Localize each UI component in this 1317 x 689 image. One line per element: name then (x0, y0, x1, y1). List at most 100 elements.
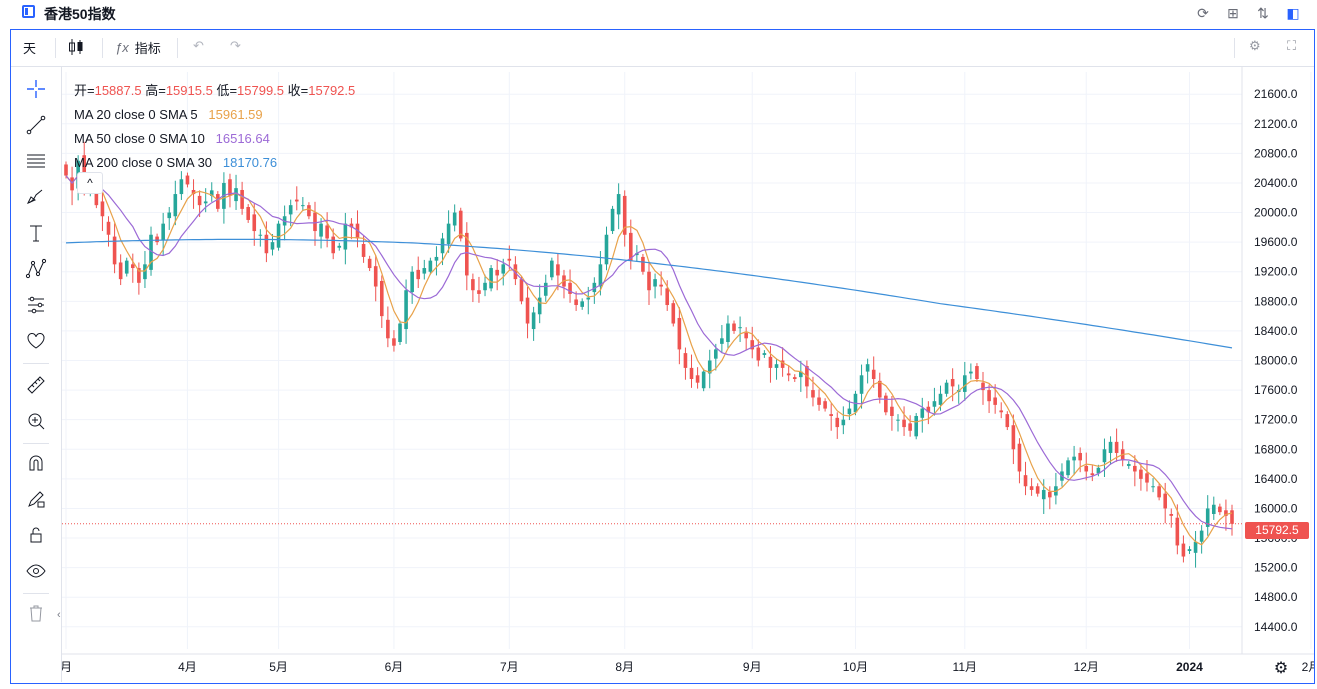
candle-body (653, 279, 657, 287)
ma200-legend[interactable]: MA 200 close 0 SMA 30 18170.76 (74, 155, 278, 170)
y-tick-label: 21600.0 (1254, 87, 1298, 101)
y-tick-label: 14800.0 (1254, 590, 1298, 604)
magnet-icon (29, 455, 43, 471)
panel-toggle-icon[interactable]: ◧ (1286, 4, 1300, 21)
forecast-icon (28, 296, 44, 314)
favorites-tool[interactable] (24, 329, 48, 353)
y-tick-label: 16400.0 (1254, 472, 1298, 486)
ma50-legend[interactable]: MA 50 close 0 SMA 10 16516.64 (74, 131, 270, 146)
stay-drawing-tool[interactable] (24, 487, 48, 511)
fullscreen-button[interactable]: ⛶ (1287, 38, 1296, 54)
magnet-tool[interactable] (24, 451, 48, 475)
candle-body (1224, 510, 1228, 516)
ruler-tool[interactable] (24, 373, 48, 397)
candle-body (191, 189, 196, 195)
indicators-button[interactable]: ƒx 指标 (115, 38, 161, 57)
candle-body (738, 327, 742, 329)
zoom-in-icon (28, 413, 45, 430)
candle-body (635, 253, 639, 256)
settings-button[interactable]: ⚙ (1249, 38, 1261, 54)
candle-body (981, 382, 985, 391)
text-tool[interactable] (24, 221, 48, 245)
candle-body (246, 207, 250, 220)
candle-body (616, 194, 621, 215)
undo-button[interactable]: ↶ (193, 38, 204, 54)
candle-body (890, 406, 894, 416)
candle-body (671, 303, 676, 324)
x-tick-label: 4月 (178, 660, 197, 674)
y-tick-label: 18800.0 (1254, 294, 1298, 308)
trendline-tool[interactable] (24, 113, 48, 137)
ma20-legend[interactable]: MA 20 close 0 SMA 5 15961.59 (74, 107, 263, 122)
y-tick-label: 17600.0 (1254, 383, 1298, 397)
candle-body (465, 232, 469, 276)
candle-body (367, 258, 372, 269)
candle-body (440, 238, 445, 254)
lock-tool[interactable] (24, 523, 48, 547)
candle-body (197, 195, 202, 206)
y-tick-label: 16800.0 (1254, 442, 1298, 456)
candle-body (1023, 475, 1028, 487)
interval-button[interactable]: 天 (23, 41, 37, 56)
candle-body (871, 369, 876, 379)
axis-settings-icon: ⚙ (1274, 658, 1288, 677)
candle-body (975, 366, 979, 379)
grid-layout-icon[interactable]: ⊞ (1227, 4, 1239, 21)
candle-body (1041, 489, 1046, 500)
text-icon (30, 225, 42, 242)
zoom-tool[interactable] (24, 409, 48, 433)
candle-body (1218, 506, 1222, 513)
forecast-tool[interactable] (24, 293, 48, 317)
candle-body (1078, 452, 1082, 461)
refresh-icon[interactable]: ⟳ (1197, 4, 1209, 21)
crosshair-tool[interactable] (24, 77, 48, 101)
delete-tool[interactable] (24, 601, 48, 625)
x-tick-label: 10月 (843, 660, 868, 674)
candle-body (537, 297, 542, 315)
candle-body (1066, 460, 1070, 476)
horizontal-lines-tool[interactable] (24, 149, 48, 173)
candle-body (610, 208, 615, 232)
candle-body (379, 280, 384, 317)
candle-body (1230, 510, 1234, 524)
candle-body (932, 401, 937, 407)
candle-body (1157, 486, 1161, 498)
pattern-tool[interactable] (24, 257, 48, 281)
y-tick-label: 20000.0 (1254, 206, 1298, 220)
candle-body (209, 190, 214, 196)
collapse-toolbar-icon[interactable]: ‹ (57, 609, 61, 621)
candle-body (131, 264, 135, 269)
y-tick-label: 20400.0 (1254, 176, 1298, 190)
horizontal-lines-icon (27, 154, 45, 168)
candle-body (1035, 486, 1040, 494)
candle-type-button[interactable] (68, 38, 84, 56)
candle-body (647, 271, 651, 291)
candle-body (203, 201, 208, 204)
low-value: 15799.5 (237, 83, 285, 98)
sort-icon[interactable]: ⇅ (1257, 4, 1269, 21)
candle-body (301, 205, 305, 207)
pattern-icon (25, 258, 47, 279)
y-tick-label: 18000.0 (1254, 354, 1298, 368)
unlock-icon (30, 527, 42, 543)
candle-body (720, 338, 724, 344)
price-chart[interactable]: 21600.0 21200.0 20800.0 20400.0 20000.0 19600… (62, 67, 1314, 683)
candle-body (386, 319, 390, 339)
brush-tool[interactable] (24, 185, 48, 209)
redo-button[interactable]: ↷ (230, 38, 241, 54)
visibility-tool[interactable] (24, 559, 48, 583)
candle-body (762, 353, 767, 355)
candle-body (216, 194, 220, 209)
legend: 开=15887.5 高=15915.5 低=15799.5 收=15792.5 … (74, 79, 355, 175)
candle-body (604, 234, 609, 265)
candle-body (1114, 441, 1119, 453)
eye-icon (26, 564, 46, 578)
candle-body (1205, 508, 1210, 527)
candle-body (276, 223, 281, 248)
candle-body (531, 312, 536, 330)
open-value: 15887.5 (94, 83, 142, 98)
x-tick-label: 5月 (269, 660, 288, 674)
y-tick-label: 21200.0 (1254, 117, 1298, 131)
candle-body (847, 408, 852, 415)
legend-collapse-button[interactable]: ^ (77, 172, 103, 194)
